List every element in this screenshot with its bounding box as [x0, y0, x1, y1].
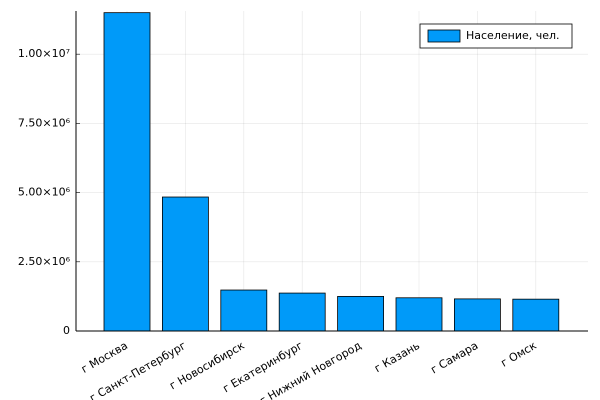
y-tick-label: 2.50×10⁶: [18, 255, 71, 268]
y-tick-label: 0: [63, 324, 70, 337]
bar: [103, 12, 151, 332]
x-tick-label: г Москва: [79, 339, 130, 376]
x-tick-label: г Самара: [428, 339, 480, 376]
y-tick-label: 7.50×10⁶: [18, 116, 71, 129]
y-tick-label: 1.00×10⁷: [18, 47, 70, 60]
bar: [220, 289, 268, 332]
bar: [395, 297, 443, 332]
bar: [161, 196, 209, 332]
bar: [453, 298, 501, 332]
x-tick-label: г Казань: [372, 339, 422, 375]
legend-swatch: [427, 29, 461, 43]
bar: [337, 295, 385, 332]
x-tick-label: г Омск: [499, 339, 540, 370]
x-tick-label: г Нижний Новгород: [258, 339, 364, 400]
legend-label: Население, чел.: [466, 29, 560, 42]
bar: [512, 298, 560, 332]
bar: [278, 292, 326, 332]
y-tick-label: 5.00×10⁶: [18, 186, 71, 199]
